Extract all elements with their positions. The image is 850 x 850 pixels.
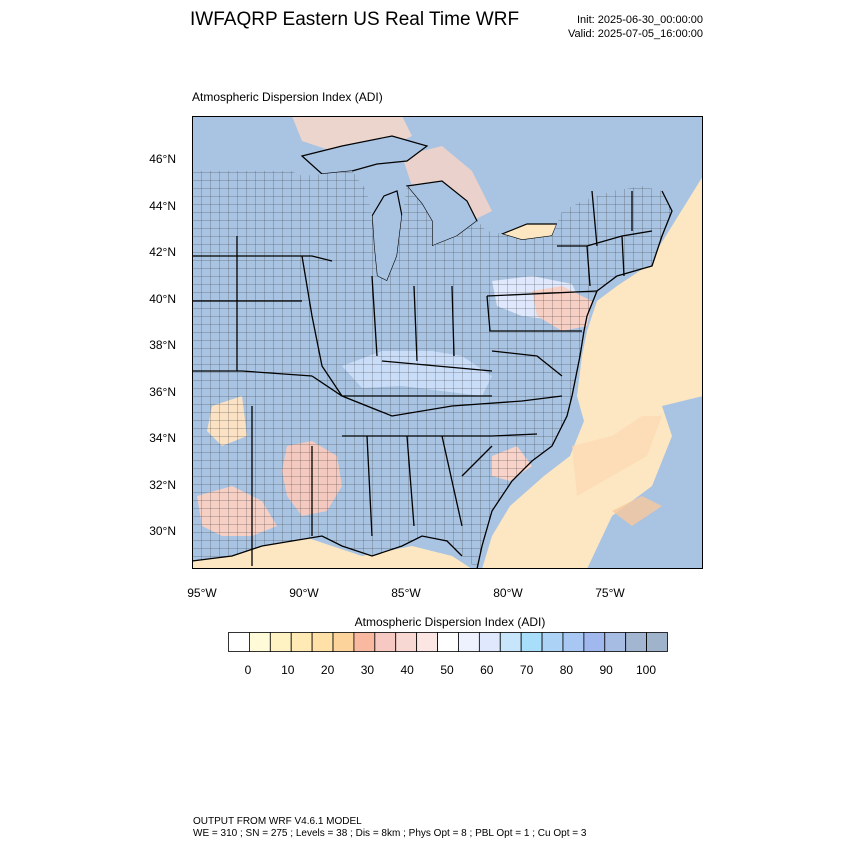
colorbar-swatch <box>458 632 480 652</box>
colorbar-tick-label: 40 <box>400 663 414 677</box>
colorbar-swatch <box>353 632 376 652</box>
map-subtitle: Atmospheric Dispersion Index (ADI) <box>192 90 383 104</box>
adi-map <box>192 116 703 569</box>
state-boundaries <box>192 190 653 566</box>
colorbar-swatch <box>646 632 668 652</box>
colorbar-tick-label: 20 <box>320 663 335 677</box>
colorbar-swatch <box>583 632 606 652</box>
colorbar-swatch <box>290 632 313 652</box>
longitude-label: 75°W <box>595 586 625 600</box>
ocean-high-adi <box>587 396 703 569</box>
colorbar-swatch <box>437 632 459 652</box>
latitude-label: 42°N <box>149 245 176 259</box>
colorbar-swatch <box>499 632 522 652</box>
colorbar-swatch <box>228 632 250 652</box>
longitude-label: 90°W <box>289 586 319 600</box>
valid-time: Valid: 2025-07-05_16:00:00 <box>568 28 703 40</box>
colorbar-tick-label: 90 <box>599 663 613 677</box>
latitude-label: 44°N <box>149 198 176 213</box>
latitude-label: 32°N <box>149 477 176 492</box>
colorbar-swatch <box>269 632 292 652</box>
colorbar-tick-label: 50 <box>440 663 454 677</box>
colorbar <box>228 632 668 652</box>
latitude-label: 34°N <box>149 431 176 445</box>
colorbar-tick-label: 80 <box>559 663 574 677</box>
colorbar-swatch <box>478 632 501 652</box>
longitude-label: 80°W <box>493 586 523 600</box>
latitude-label: 38°N <box>149 338 176 352</box>
latitude-label: 46°N <box>149 152 176 166</box>
run-times: Init: 2025-06-30_00:00:00 Valid: 2025-07… <box>540 13 703 41</box>
colorbar-tick-label: 0 <box>244 663 252 677</box>
colorbar-tick-label: 60 <box>480 663 494 677</box>
colorbar-swatch <box>625 632 647 652</box>
colorbar-swatch <box>604 632 627 652</box>
colorbar-swatch <box>395 632 418 652</box>
colorbar-swatch <box>562 632 585 652</box>
latitude-label: 30°N <box>149 524 176 538</box>
colorbar-swatch <box>374 632 397 652</box>
colorbar-swatch <box>541 632 564 652</box>
ocean-low-adi <box>482 176 703 569</box>
footer-model: OUTPUT FROM WRF V4.6.1 MODEL <box>193 816 362 827</box>
colorbar-tick-label: 10 <box>281 663 295 677</box>
colorbar-swatch <box>416 632 438 652</box>
colorbar-swatch <box>332 632 355 652</box>
longitude-label: 85°W <box>391 586 421 600</box>
footer-config: WE = 310 ; SN = 275 ; Levels = 38 ; Dis … <box>193 828 587 839</box>
colorbar-swatch <box>311 632 334 652</box>
coastline <box>192 190 673 569</box>
latitude-label: 40°N <box>149 291 176 306</box>
colorbar-title: Atmospheric Dispersion Index (ADI) <box>354 615 546 629</box>
colorbar-tick-label: 30 <box>360 663 375 677</box>
ocean-mid-adi <box>572 416 662 496</box>
colorbar-swatch <box>520 632 543 652</box>
ocean-orange-patch <box>612 496 662 526</box>
longitude-label: 95°W <box>187 586 217 600</box>
colorbar-swatch <box>249 632 271 652</box>
colorbar-tick-label: 70 <box>519 663 534 677</box>
init-time: Init: 2025-06-30_00:00:00 <box>577 14 703 26</box>
colorbar-tick-label: 100 <box>635 663 657 677</box>
plot-title: IWFAQRP Eastern US Real Time WRF <box>190 9 520 30</box>
latitude-label: 36°N <box>149 384 176 399</box>
